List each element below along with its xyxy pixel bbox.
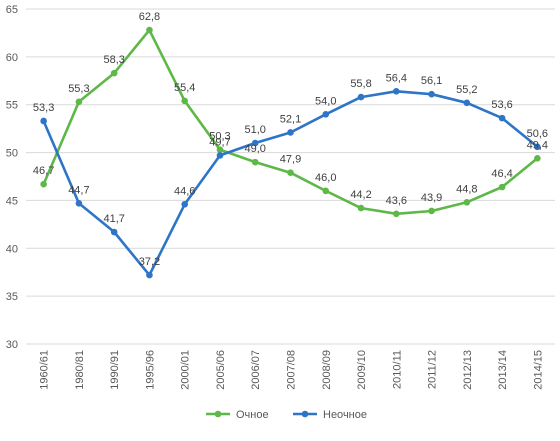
data-label-0-11: 43,9 xyxy=(421,192,442,204)
data-label-0-9: 44,2 xyxy=(350,189,371,201)
x-tick-label-2009/10: 2009/10 xyxy=(356,350,368,390)
x-tick-label-2006/07: 2006/07 xyxy=(250,350,262,390)
data-label-0-0: 46,7 xyxy=(33,165,54,177)
data-label-0-13: 46,4 xyxy=(491,168,512,180)
data-label-0-7: 47,9 xyxy=(280,154,301,166)
data-label-1-9: 55,8 xyxy=(350,78,371,90)
data-label-0-2: 58,3 xyxy=(103,54,124,66)
data-point-0-11 xyxy=(428,207,435,215)
data-label-1-8: 54,0 xyxy=(315,95,336,107)
x-tick-label-2000/01: 2000/01 xyxy=(180,350,192,390)
data-point-0-10 xyxy=(393,210,400,218)
data-point-1-14 xyxy=(534,143,541,151)
data-point-1-9 xyxy=(357,93,365,101)
data-label-0-14: 49,4 xyxy=(527,139,548,151)
data-point-1-11 xyxy=(428,90,435,98)
data-point-0-14 xyxy=(534,155,541,162)
y-tick-label-35: 35 xyxy=(6,291,18,303)
data-point-1-12 xyxy=(463,99,471,107)
y-tick-label-50: 50 xyxy=(6,148,18,160)
x-tick-label-1990/91: 1990/91 xyxy=(109,350,121,390)
x-tick-label-2013/14: 2013/14 xyxy=(497,350,509,390)
data-label-0-12: 44,8 xyxy=(456,183,477,195)
data-label-1-13: 53,6 xyxy=(491,99,512,111)
data-point-1-7 xyxy=(287,129,294,136)
y-axis: 30 35 40 45 50 55 60 65 xyxy=(6,4,18,351)
x-tick-label-2011/12: 2011/12 xyxy=(427,350,439,389)
legend-label-1: Неочное xyxy=(323,409,367,421)
data-label-1-11: 56,1 xyxy=(421,75,442,87)
data-label-1-0: 53,3 xyxy=(33,102,54,114)
data-point-1-0 xyxy=(40,117,47,125)
series-points xyxy=(40,26,541,279)
x-tick-label-1960/61: 1960/61 xyxy=(39,350,51,390)
data-label-1-1: 44,7 xyxy=(68,184,89,196)
data-label-0-3: 62,8 xyxy=(139,11,160,23)
data-label-1-12: 55,2 xyxy=(456,84,477,96)
x-tick-label-2014/15: 2014/15 xyxy=(532,350,544,390)
data-point-0-2 xyxy=(110,69,118,77)
legend-label-0: Очное xyxy=(236,409,269,421)
data-point-0-7 xyxy=(287,169,294,176)
legend-marker-0 xyxy=(214,410,222,418)
data-label-1-3: 37,2 xyxy=(139,256,160,268)
data-point-0-5 xyxy=(216,146,224,153)
data-labels: 46,7 55,3 58,3 62,8 55,4 50,3 49,0 47,9 46,0 44,2… xyxy=(33,11,548,268)
data-point-1-10 xyxy=(393,88,400,95)
data-label-1-6: 51,0 xyxy=(245,124,266,136)
data-label-0-5: 50,3 xyxy=(209,131,230,143)
y-tick-label-65: 65 xyxy=(6,4,18,16)
data-point-1-5 xyxy=(216,152,224,159)
y-tick-label-55: 55 xyxy=(6,100,18,112)
data-point-1-6 xyxy=(251,139,259,147)
data-label-1-5: 49,7 xyxy=(209,136,230,148)
data-label-1-10: 56,4 xyxy=(386,72,407,84)
data-point-0-6 xyxy=(251,158,259,166)
data-label-1-2: 41,7 xyxy=(103,213,124,225)
data-label-0-8: 46,0 xyxy=(315,172,336,184)
legend-marker-1 xyxy=(301,410,309,418)
data-label-1-4: 44,6 xyxy=(174,185,195,197)
data-label-0-10: 43,6 xyxy=(386,195,407,207)
data-point-1-8 xyxy=(322,110,330,118)
x-tick-label-2007/08: 2007/08 xyxy=(286,350,298,390)
data-point-0-3 xyxy=(146,26,153,34)
data-point-1-1 xyxy=(75,200,83,207)
data-label-0-6: 49,0 xyxy=(245,143,266,155)
x-tick-label-1980/81: 1980/81 xyxy=(74,350,86,390)
data-label-1-7: 52,1 xyxy=(280,113,301,125)
y-tick-label-30: 30 xyxy=(6,339,18,351)
data-label-1-14: 50,6 xyxy=(527,128,548,140)
data-point-0-4 xyxy=(181,97,188,105)
x-tick-label-2012/13: 2012/13 xyxy=(462,350,474,390)
data-point-1-13 xyxy=(498,114,506,122)
data-point-0-13 xyxy=(498,183,506,191)
gridlines xyxy=(26,8,555,345)
data-point-0-9 xyxy=(357,204,365,212)
x-tick-label-1995/96: 1995/96 xyxy=(144,350,156,390)
data-point-0-0 xyxy=(40,180,47,188)
data-point-0-12 xyxy=(463,199,471,206)
x-tick-label-2010/11: 2010/11 xyxy=(391,350,403,389)
y-tick-label-60: 60 xyxy=(6,52,18,64)
data-point-1-2 xyxy=(110,228,118,236)
legend: Очное Неочное xyxy=(206,409,367,421)
data-point-1-3 xyxy=(146,271,153,279)
y-tick-label-40: 40 xyxy=(6,243,18,255)
data-point-1-4 xyxy=(181,200,188,208)
data-point-0-8 xyxy=(322,187,330,195)
x-tick-label-2008/09: 2008/09 xyxy=(321,350,333,390)
data-label-0-1: 55,3 xyxy=(68,83,89,95)
data-point-0-1 xyxy=(75,98,83,106)
data-label-0-4: 55,4 xyxy=(174,82,195,94)
x-axis: 1960/61 1980/81 1990/91 1995/96 2000/01 2005/… xyxy=(39,350,545,390)
y-tick-label-45: 45 xyxy=(6,195,18,207)
x-tick-label-2005/06: 2005/06 xyxy=(215,350,227,390)
